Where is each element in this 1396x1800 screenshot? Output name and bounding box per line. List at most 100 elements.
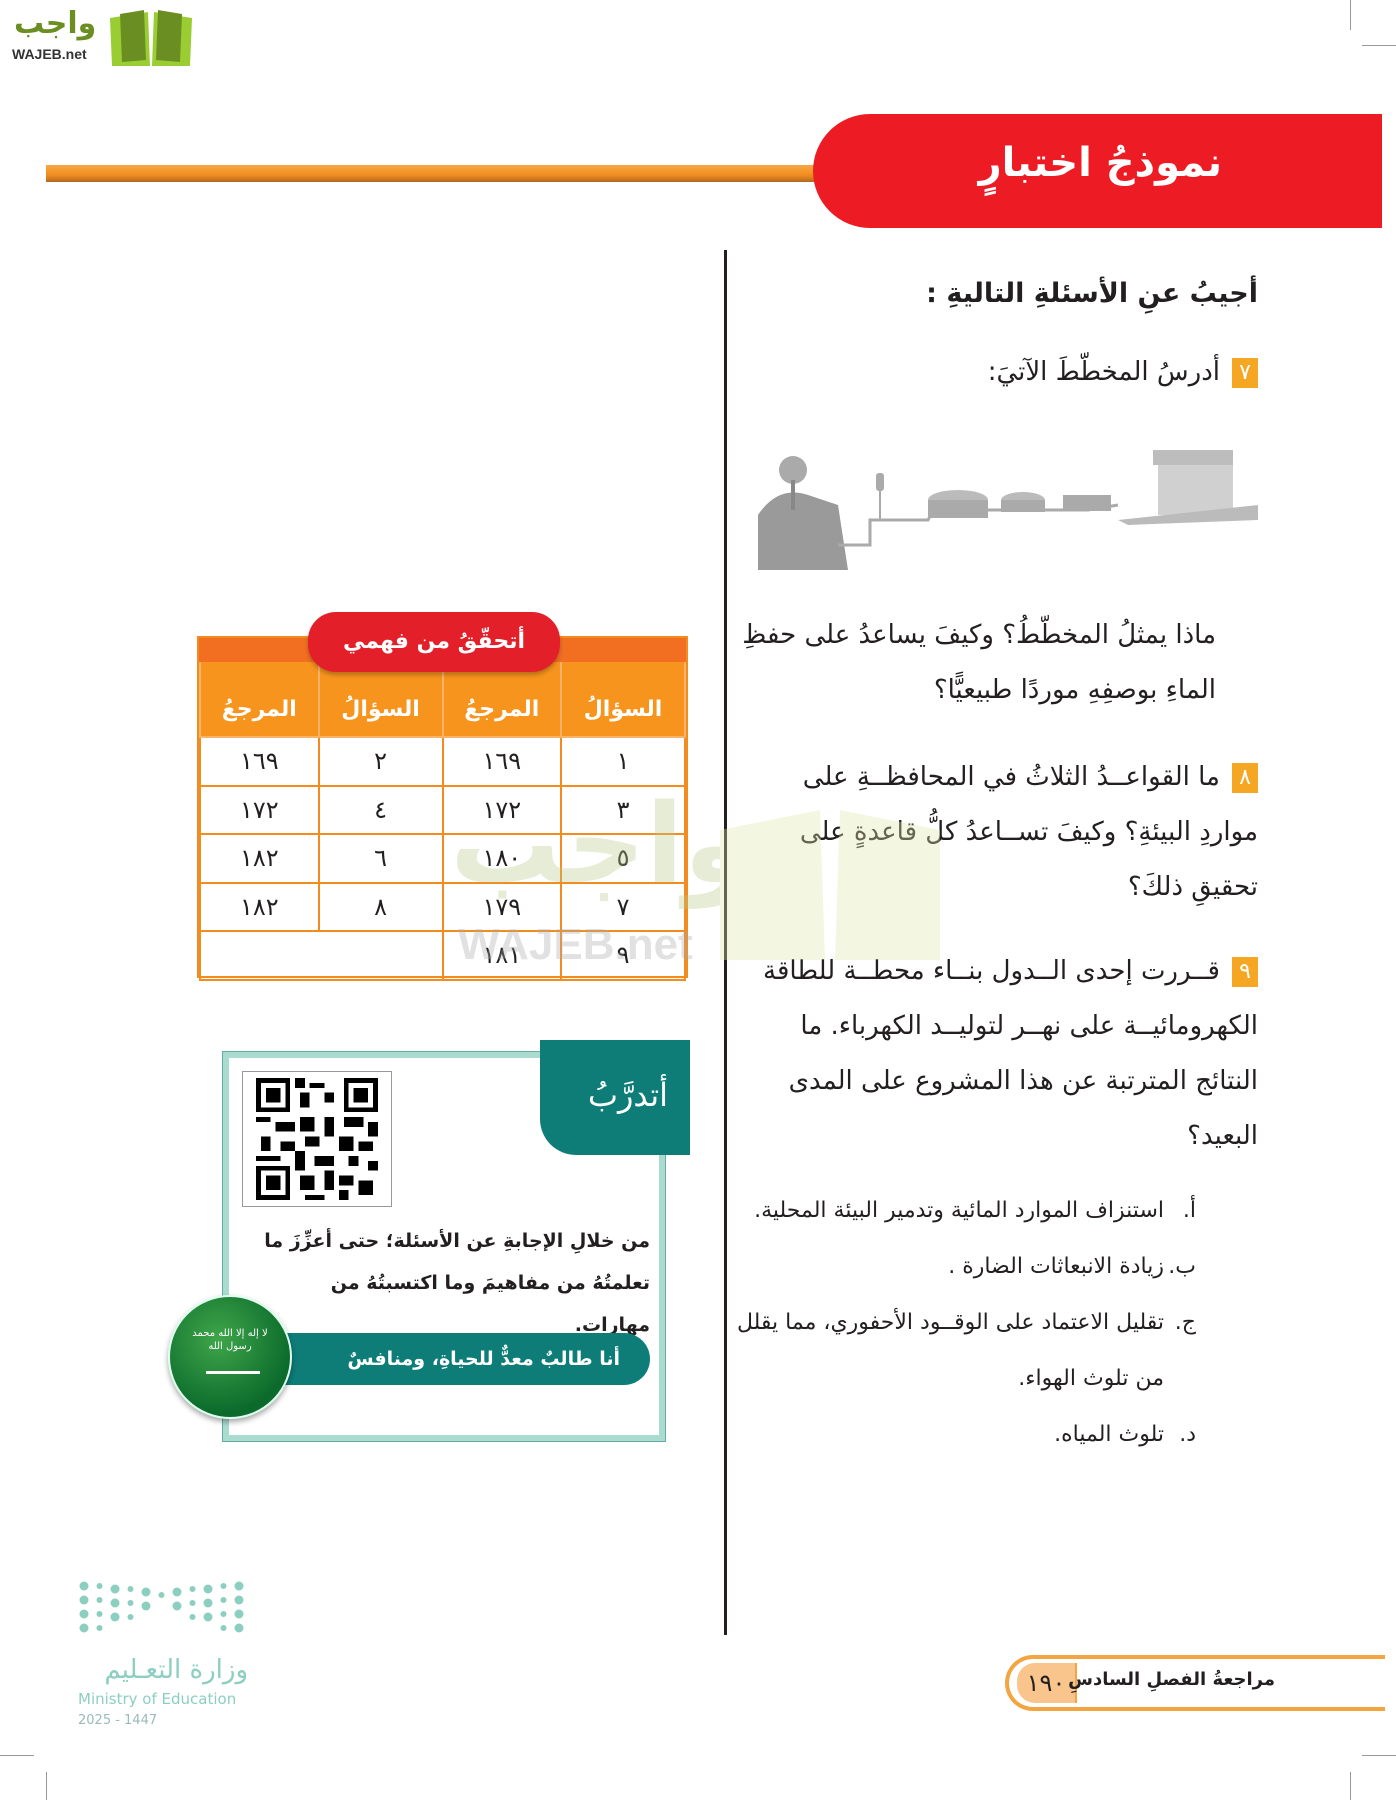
option-text: استنزاف الموارد المائية وتدمير البيئة ال…: [754, 1198, 1164, 1223]
ministry-dot: [141, 1587, 151, 1597]
cell: ١٦٩: [199, 736, 320, 787]
ministry-dot: [79, 1595, 89, 1605]
question-8-text: ما القواعــدُ الثلاثُ في المحافظــةِ على…: [799, 762, 1258, 902]
ministry-arabic: وزارة التعـليم: [104, 1655, 248, 1685]
header-question: السؤالُ: [317, 662, 444, 738]
ministry-dot: [79, 1609, 89, 1619]
flag-shahada: لا إله إلا الله محمد رسول الله: [192, 1328, 268, 1352]
ministry-dot: [220, 1583, 227, 1589]
option-a[interactable]: أ. استنزاف الموارد المائية وتدمير البيئة …: [716, 1183, 1196, 1239]
ministry-logo: وزارة التعـليم Ministry of Education 202…: [78, 1580, 248, 1730]
option-letter: د.: [1179, 1422, 1196, 1447]
practice-title: أتدرَّبُ: [587, 1076, 668, 1114]
ministry-dot: [158, 1592, 165, 1598]
ministry-dot: [234, 1595, 244, 1605]
ministry-dot: [110, 1584, 120, 1594]
ministry-dot: [189, 1600, 196, 1606]
question-9: ٩قــررت إحدى الــدول بنــاء محطــة للطاق…: [738, 944, 1258, 1164]
ministry-dot: [172, 1587, 182, 1597]
ministry-dot: [220, 1597, 227, 1603]
table-row: ٧ ١٧٩ ٨ ١٨٢: [199, 881, 686, 932]
ministry-dot: [127, 1586, 134, 1592]
question-9-text: قــررت إحدى الــدول بنــاء محطــة للطاقة…: [763, 956, 1258, 1151]
cell: ١٧٢: [199, 784, 320, 835]
cell: ١٧٢: [441, 784, 563, 835]
question-number: ٧: [1232, 357, 1258, 388]
question-7-text: أدرسُ المخطّطَ الآتيَ:: [987, 357, 1220, 387]
water-treatment-diagram: [758, 450, 1258, 570]
question-number: ٨: [1232, 762, 1258, 793]
empty-cell: [199, 930, 444, 981]
ministry-dots-icon: [79, 1581, 244, 1633]
question-number: ٩: [1232, 956, 1258, 987]
cell: ٢: [317, 736, 444, 787]
wajeb-logo: واجب WAJEB.net: [8, 6, 193, 68]
header-reference: المرجعُ: [199, 662, 320, 738]
ministry-dot: [220, 1611, 227, 1617]
ministry-dot: [96, 1583, 103, 1589]
cell: ١٨٢: [199, 833, 320, 884]
ministry-dot: [189, 1586, 196, 1592]
ministry-dot: [110, 1598, 120, 1608]
ministry-dot: [189, 1614, 196, 1620]
cell: ١٧٩: [441, 881, 563, 932]
motto-banner: أنا طالبٌ معدٌّ للحياةِ، ومنافسٌ عالميًّ…: [280, 1333, 650, 1422]
ministry-dot: [127, 1600, 134, 1606]
cell: ٥: [560, 833, 686, 884]
ministry-dot: [110, 1612, 120, 1622]
cell: ٧: [560, 881, 686, 932]
table-row: ٥ ١٨٠ ٦ ١٨٢: [199, 833, 686, 884]
book-icon: [110, 10, 192, 66]
option-d[interactable]: د. تلوث المياه.: [716, 1407, 1196, 1463]
saudi-flag-badge: لا إله إلا الله محمد رسول الله: [168, 1295, 292, 1419]
sword-icon: [206, 1371, 260, 1374]
cell: ٣: [560, 784, 686, 835]
page-footer: ١٩٠ مراجعةُ الفصلِ السادسِ: [1005, 1655, 1385, 1711]
section-heading: أجيبُ عنِ الأسئلةِ التاليةِ :: [926, 278, 1258, 309]
question-7: ٧ أدرسُ المخطّطَ الآتيَ:: [758, 345, 1258, 400]
cell: ١٨١: [441, 930, 563, 981]
table-row: ٣ ١٧٢ ٤ ١٧٢: [199, 784, 686, 835]
qr-code[interactable]: [242, 1071, 392, 1207]
option-letter: ج.: [1174, 1310, 1196, 1335]
header-banner: نموذجُ اختبارٍ: [813, 114, 1382, 228]
check-understanding-title: أتحقّقُ من فهمي: [308, 612, 560, 672]
cell: ٨: [317, 881, 444, 932]
option-c-continued: من تلوث الهواء.: [1018, 1366, 1164, 1391]
qr-icon: [256, 1078, 378, 1200]
ministry-dot: [220, 1625, 227, 1631]
logo-latin: WAJEB.net: [12, 46, 87, 62]
practice-text: من خلالِ الإجابةِ عن الأسئلة؛ حتى أعزِّز…: [264, 1230, 650, 1336]
option-letter: ب.: [1168, 1254, 1196, 1279]
ministry-english: Ministry of Education: [78, 1690, 237, 1708]
page-title: نموذجُ اختبارٍ: [978, 140, 1222, 186]
header-rule: [46, 165, 826, 182]
logo-arabic: واجب: [14, 6, 97, 41]
ministry-dot: [172, 1601, 182, 1611]
table-row: ٩ ١٨١: [199, 930, 686, 981]
header-question: السؤالُ: [560, 662, 686, 738]
column-divider: [724, 250, 727, 1635]
cell: ١: [560, 736, 686, 787]
option-text: زيادة الانبعاثات الضارة .: [948, 1254, 1164, 1279]
ministry-dot: [234, 1609, 244, 1619]
ministry-year: 2025 - 1447: [78, 1713, 158, 1728]
check-understanding-table: السؤالُ المرجعُ السؤالُ المرجعُ ١ ١٦٩ ٢ ١٦٩…: [197, 636, 688, 981]
ministry-dot: [203, 1598, 213, 1608]
cell: ١٨٠: [441, 833, 563, 884]
cell: ٤: [317, 784, 444, 835]
option-text: تقليل الاعتماد على الوقــود الأحفوري، مم…: [736, 1310, 1164, 1335]
table-header-row: السؤالُ المرجعُ السؤالُ المرجعُ: [199, 662, 686, 738]
header-reference: المرجعُ: [441, 662, 563, 738]
table-row: ١ ١٦٩ ٢ ١٦٩: [199, 736, 686, 787]
practice-tab: أتدرَّبُ: [540, 1040, 690, 1155]
ministry-dot: [203, 1612, 213, 1622]
option-c[interactable]: ج. تقليل الاعتماد على الوقــود الأحفوري، …: [716, 1295, 1196, 1351]
ministry-dot: [79, 1581, 89, 1591]
option-b[interactable]: ب.زيادة الانبعاثات الضارة .: [716, 1239, 1196, 1295]
option-text: تلوث المياه.: [1054, 1422, 1164, 1447]
question-8: ٨ما القواعــدُ الثلاثُ في المحافظــةِ عل…: [738, 750, 1258, 915]
ministry-dot: [96, 1625, 103, 1631]
ministry-dot: [141, 1601, 151, 1611]
ministry-dot: [96, 1611, 103, 1617]
